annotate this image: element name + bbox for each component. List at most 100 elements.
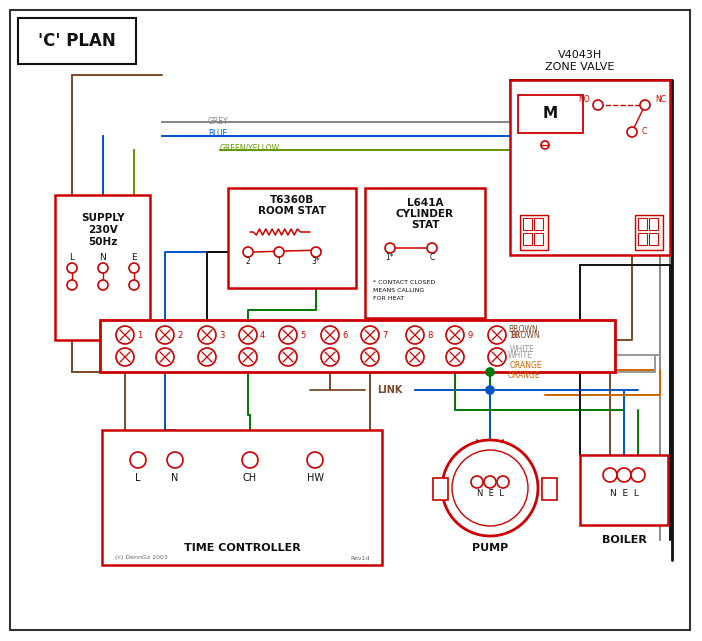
- Text: WHITE: WHITE: [508, 351, 533, 360]
- Circle shape: [279, 326, 297, 344]
- Circle shape: [361, 348, 379, 366]
- Text: L641A: L641A: [406, 198, 443, 208]
- Text: 3*: 3*: [312, 256, 320, 265]
- Circle shape: [311, 247, 321, 257]
- Text: 230V: 230V: [88, 225, 118, 235]
- Text: STAT: STAT: [411, 220, 439, 230]
- Bar: [649, 218, 658, 230]
- Text: C: C: [430, 253, 435, 262]
- Circle shape: [488, 348, 506, 366]
- Circle shape: [129, 280, 139, 290]
- Circle shape: [116, 348, 134, 366]
- Circle shape: [243, 247, 253, 257]
- Text: NC: NC: [655, 96, 666, 104]
- Text: 'C' PLAN: 'C' PLAN: [38, 32, 116, 50]
- Bar: [55, 195, 150, 340]
- Text: TIME CONTROLLER: TIME CONTROLLER: [184, 543, 300, 553]
- Text: 1: 1: [137, 331, 143, 340]
- Bar: [510, 80, 670, 255]
- Circle shape: [497, 476, 509, 488]
- Bar: [228, 188, 356, 288]
- Circle shape: [321, 348, 339, 366]
- Circle shape: [603, 468, 617, 482]
- Text: ROOM STAT: ROOM STAT: [258, 206, 326, 216]
- Circle shape: [627, 127, 637, 137]
- Bar: [542, 478, 557, 500]
- Bar: [18, 18, 136, 64]
- Text: N: N: [171, 473, 179, 483]
- Bar: [520, 215, 548, 250]
- Text: BROWN: BROWN: [510, 331, 540, 340]
- Text: BROWN: BROWN: [508, 326, 538, 335]
- Circle shape: [307, 452, 323, 468]
- Text: 8: 8: [427, 331, 432, 340]
- Circle shape: [279, 348, 297, 366]
- Circle shape: [640, 100, 650, 110]
- Text: * CONTACT CLOSED: * CONTACT CLOSED: [373, 280, 435, 285]
- Circle shape: [406, 348, 424, 366]
- Circle shape: [471, 476, 483, 488]
- Bar: [638, 233, 647, 245]
- Bar: [638, 218, 647, 230]
- Circle shape: [361, 326, 379, 344]
- Text: BOILER: BOILER: [602, 535, 647, 545]
- Bar: [102, 430, 382, 565]
- Circle shape: [385, 243, 395, 253]
- Text: 3: 3: [219, 331, 225, 340]
- Circle shape: [167, 452, 183, 468]
- Text: 9: 9: [467, 331, 472, 340]
- Circle shape: [484, 476, 496, 488]
- Circle shape: [452, 450, 528, 526]
- Circle shape: [98, 280, 108, 290]
- Circle shape: [274, 247, 284, 257]
- Circle shape: [488, 326, 506, 344]
- Text: ZONE VALVE: ZONE VALVE: [545, 62, 615, 72]
- Text: BLUE: BLUE: [208, 129, 227, 138]
- Text: MEANS CALLING: MEANS CALLING: [373, 288, 424, 293]
- Circle shape: [239, 348, 257, 366]
- Text: N: N: [100, 253, 107, 263]
- Circle shape: [98, 263, 108, 273]
- Circle shape: [156, 326, 174, 344]
- Text: 2: 2: [246, 256, 251, 265]
- Circle shape: [116, 326, 134, 344]
- Circle shape: [239, 326, 257, 344]
- Text: ORANGE: ORANGE: [508, 370, 541, 379]
- Text: GREEN/YELLOW: GREEN/YELLOW: [220, 144, 280, 153]
- Text: Rev1d: Rev1d: [350, 556, 370, 560]
- Circle shape: [406, 326, 424, 344]
- Circle shape: [486, 368, 494, 376]
- Circle shape: [427, 243, 437, 253]
- Text: CH: CH: [243, 473, 257, 483]
- Text: N  E  L: N E L: [477, 490, 503, 499]
- Circle shape: [617, 468, 631, 482]
- Text: GREY: GREY: [208, 117, 229, 126]
- Circle shape: [130, 452, 146, 468]
- Text: 5: 5: [300, 331, 305, 340]
- Text: 1*: 1*: [385, 253, 395, 262]
- Circle shape: [67, 280, 77, 290]
- Text: 50Hz: 50Hz: [88, 237, 118, 247]
- Text: L: L: [135, 473, 140, 483]
- Text: WHITE: WHITE: [510, 345, 535, 354]
- Text: 4: 4: [260, 331, 265, 340]
- Circle shape: [486, 386, 494, 394]
- Text: T6360B: T6360B: [270, 195, 314, 205]
- Circle shape: [541, 141, 549, 149]
- Bar: [534, 218, 543, 230]
- Text: L: L: [69, 253, 74, 263]
- Bar: [523, 218, 532, 230]
- Text: V4043H: V4043H: [558, 50, 602, 60]
- Text: LINK: LINK: [377, 385, 403, 395]
- Text: HW: HW: [307, 473, 324, 483]
- Bar: [649, 233, 658, 245]
- Circle shape: [198, 348, 216, 366]
- Text: PUMP: PUMP: [472, 543, 508, 553]
- Text: FOR HEAT: FOR HEAT: [373, 296, 404, 301]
- Text: (c) DennGz 2003: (c) DennGz 2003: [115, 556, 168, 560]
- Circle shape: [198, 326, 216, 344]
- Circle shape: [129, 263, 139, 273]
- Text: N  E  L: N E L: [609, 490, 638, 499]
- Circle shape: [631, 468, 645, 482]
- Text: 1: 1: [277, 256, 282, 265]
